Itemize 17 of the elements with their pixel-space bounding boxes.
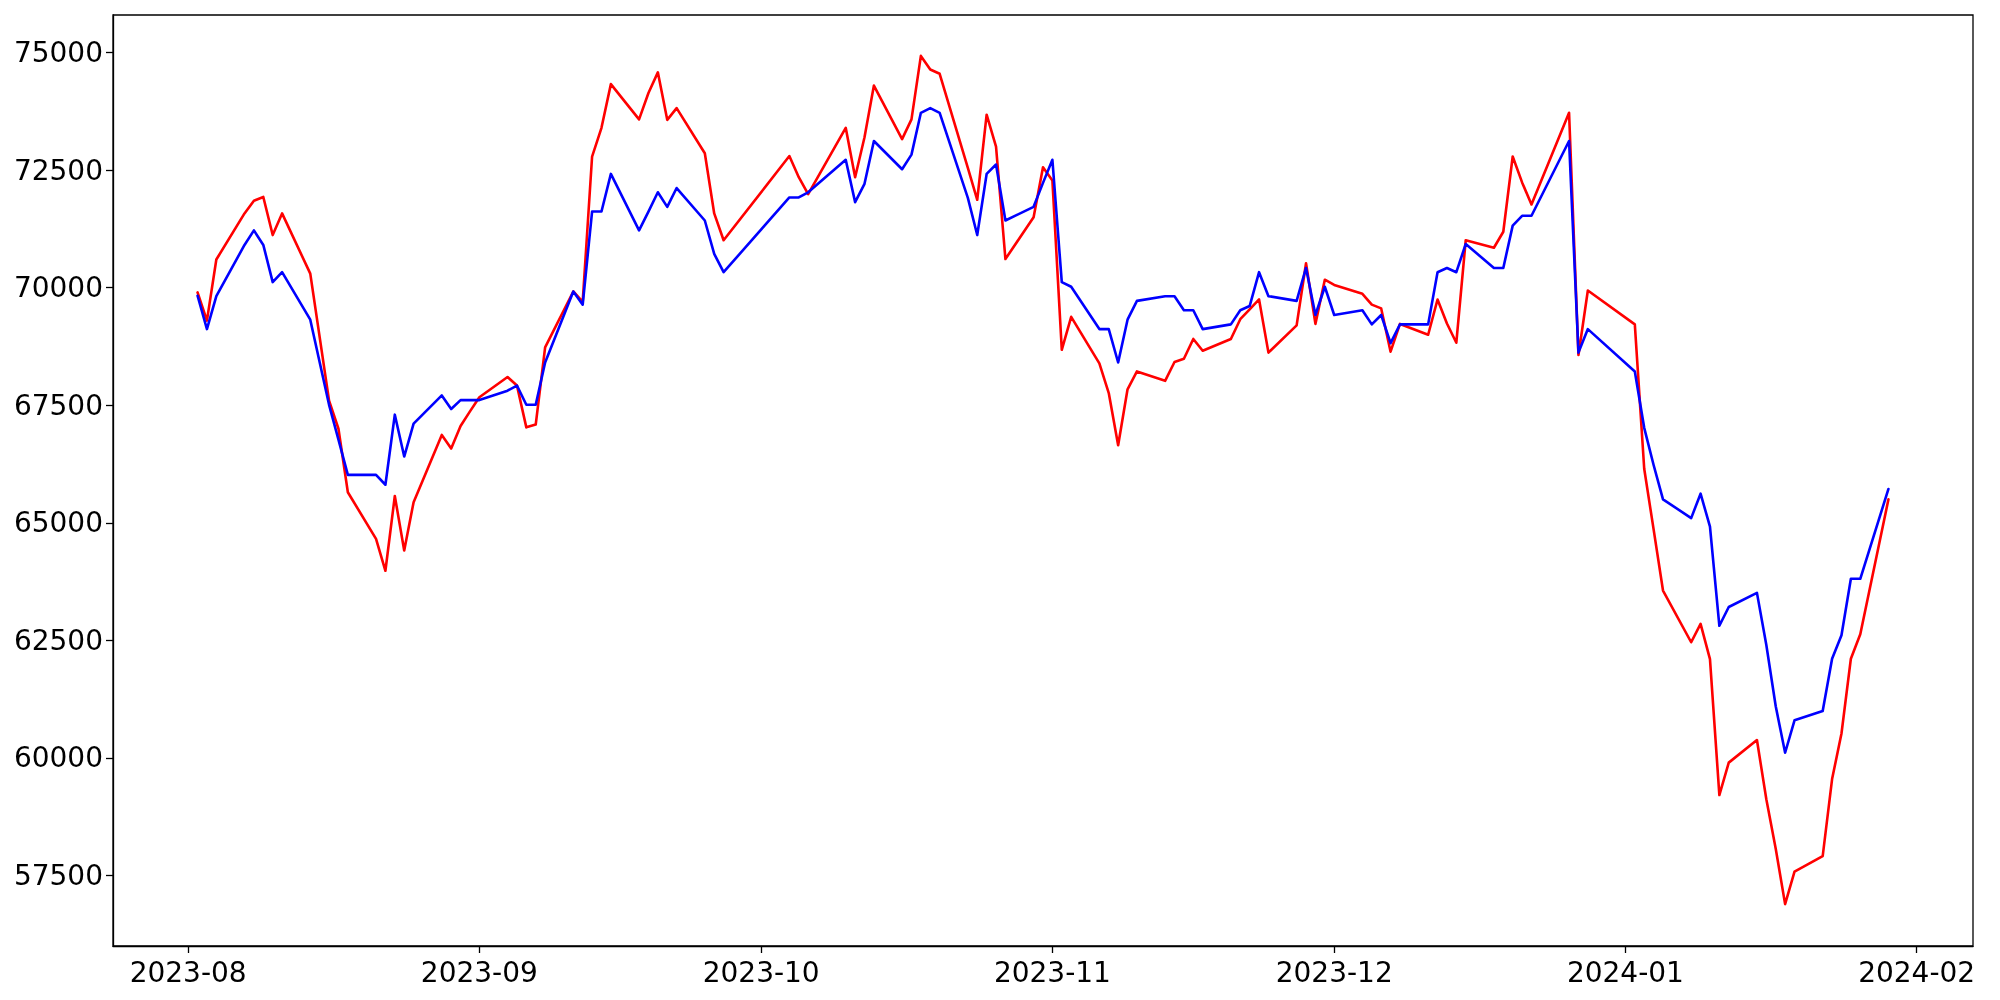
x-tick-label: 2023-08 [129, 955, 247, 989]
y-tick-label: 65000 [13, 506, 103, 540]
x-tick-label: 2024-02 [1858, 955, 1976, 989]
x-tick-label: 2023-11 [993, 955, 1111, 989]
x-tick-label: 2023-09 [420, 955, 538, 989]
line-series [196, 54, 1890, 906]
y-tick-label: 57500 [13, 858, 103, 892]
x-tick-label: 2023-10 [702, 955, 820, 989]
y-tick-label: 70000 [13, 271, 103, 305]
line-series [196, 106, 1890, 755]
x-tick-label: 2024-01 [1566, 955, 1684, 989]
y-tick-label: 67500 [13, 388, 103, 422]
y-tick-label: 62500 [13, 623, 103, 657]
y-tick-label: 72500 [13, 153, 103, 187]
x-tick-label: 2023-12 [1275, 955, 1393, 989]
y-tick-label: 75000 [13, 36, 103, 70]
y-tick-label: 60000 [13, 741, 103, 775]
